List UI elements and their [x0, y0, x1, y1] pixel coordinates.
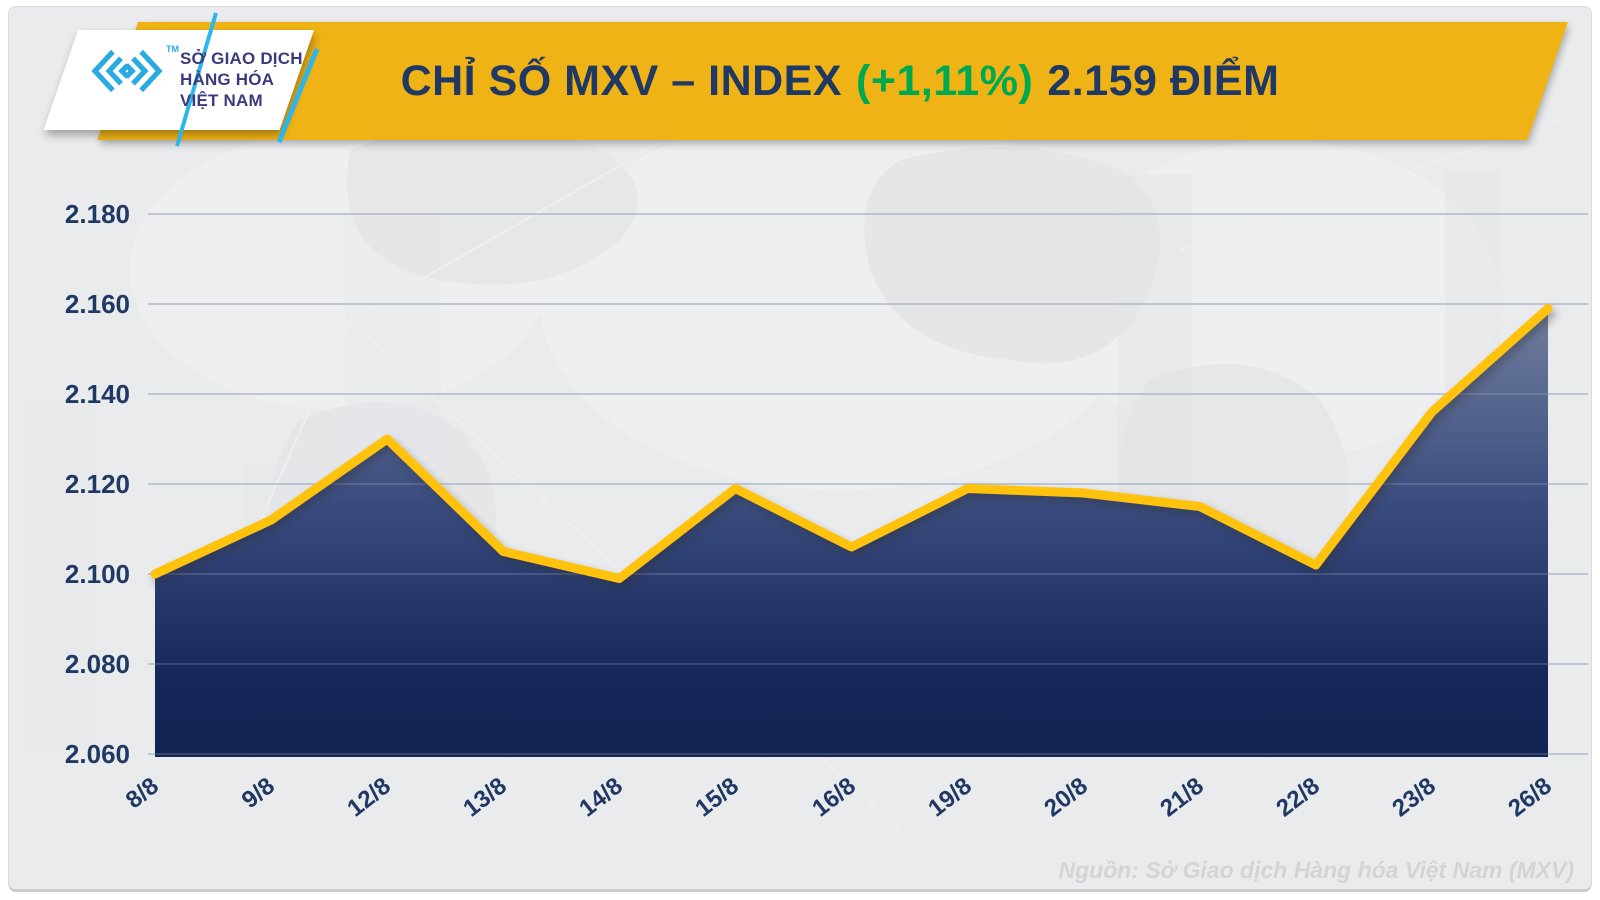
trademark-symbol: TM	[166, 44, 179, 54]
mxv-index-area	[155, 308, 1548, 757]
logo-text-line3: VIỆT NAM	[180, 91, 263, 110]
chart-title-latest-value: 2.159 ĐIỂM	[1047, 56, 1280, 105]
chart-title: CHỈ SỐ MXV – INDEX (+1,11%) 2.159 ĐIỂM	[130, 22, 1550, 140]
cyan-line-left	[175, 12, 218, 147]
y-axis-label: 2.060	[64, 739, 130, 769]
y-axis-label: 2.140	[64, 379, 130, 409]
mxv-logo-icon	[91, 49, 163, 93]
logo-text: SỞ GIAO DỊCH HÀNG HÓA VIỆT NAM	[180, 48, 303, 111]
y-axis-label: 2.120	[64, 469, 130, 499]
y-axis-label: 2.080	[64, 649, 130, 679]
y-axis-label: 2.160	[64, 289, 130, 319]
y-axis-label: 2.100	[64, 559, 130, 589]
logo-text-line1: SỞ GIAO DỊCH	[180, 49, 303, 68]
y-axis-label: 2.180	[64, 199, 130, 229]
mxv-index-line	[150, 304, 1553, 583]
logo-text-line2: HÀNG HÓA	[180, 70, 275, 89]
chart-title-change-percent: (+1,11%)	[856, 56, 1034, 105]
source-credit: Nguồn: Sở Giao dịch Hàng hóa Việt Nam (M…	[1058, 857, 1574, 883]
cyan-line-right	[276, 48, 320, 143]
mxv-logo: TM SỞ GIAO DỊCH HÀNG HÓA VIỆT NAM	[78, 30, 314, 130]
chart-title-main: CHỈ SỐ MXV – INDEX	[400, 56, 843, 105]
